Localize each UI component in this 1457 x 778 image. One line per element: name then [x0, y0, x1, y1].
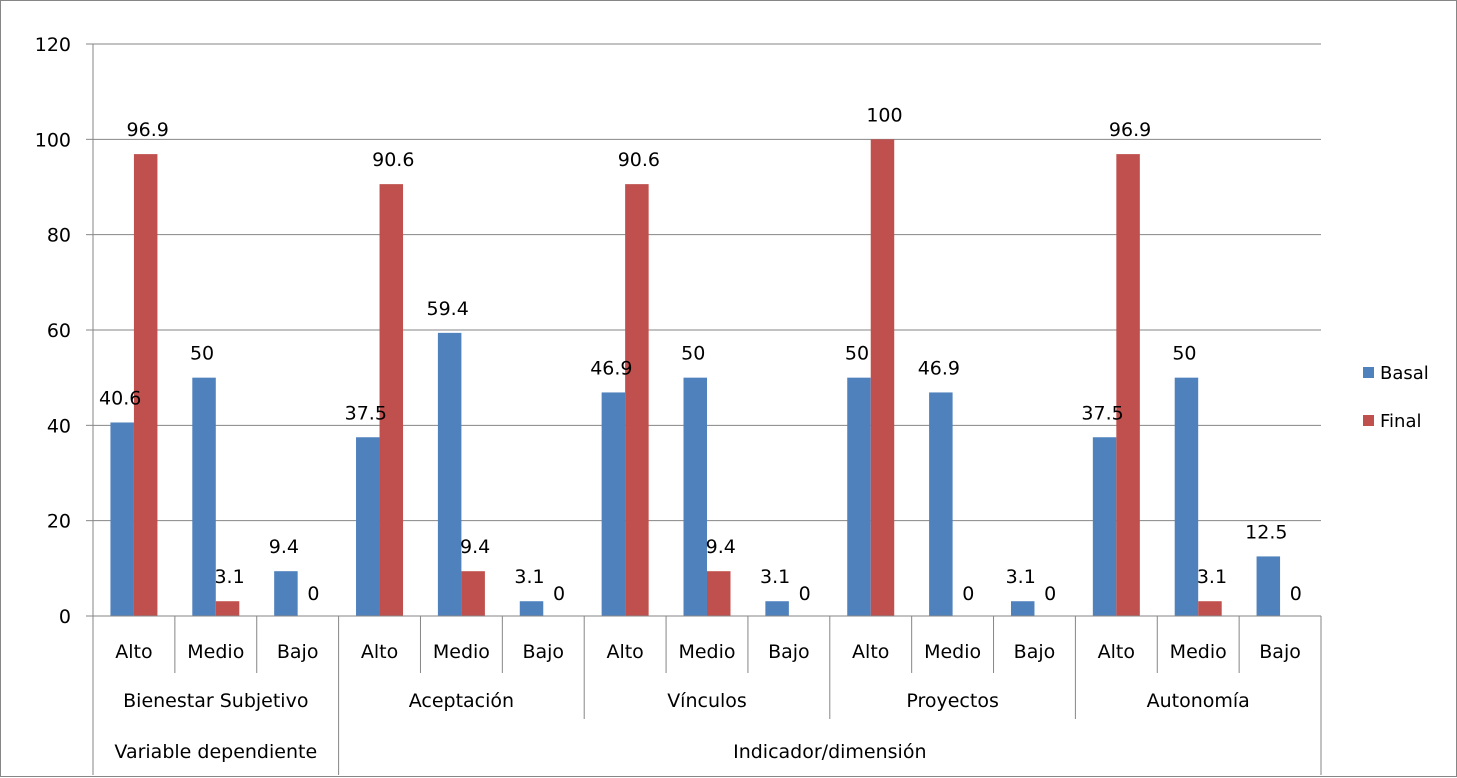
- data-label-final: 9.4: [706, 536, 736, 558]
- x-category-label: Alto: [361, 641, 398, 663]
- x-category-label: Alto: [1098, 641, 1135, 663]
- data-label-basal: 3.1: [514, 566, 544, 588]
- bar-final: [215, 601, 240, 616]
- data-label-final: 96.9: [127, 119, 169, 141]
- data-label-final: 0: [307, 583, 319, 605]
- data-label-final: 3.1: [1197, 566, 1227, 588]
- legend-swatch-final: [1363, 415, 1374, 426]
- data-label-basal: 50: [845, 343, 869, 365]
- x-category-label: Bajo: [1014, 641, 1056, 663]
- x-category-label: Medio: [924, 641, 981, 663]
- bar-basal: [110, 422, 134, 616]
- bar-final: [1198, 601, 1222, 616]
- data-labels: 40.6 96.9 50 3.1 9.4 0 37.5 90.6 59.4 9.4 3.1 0 46.9…: [99, 104, 1302, 605]
- x-category-label: Bajo: [768, 641, 810, 663]
- bar-basal: [683, 377, 707, 616]
- data-label-basal: 50: [1172, 343, 1196, 365]
- x-group-label: Bienestar Subjetivo: [123, 690, 308, 712]
- data-label-basal: 46.9: [590, 357, 632, 379]
- legend: Basal Final: [1363, 363, 1429, 432]
- data-label-final: 0: [553, 583, 565, 605]
- data-label-final: 0: [1290, 583, 1302, 605]
- y-tick-label: 20: [47, 511, 71, 533]
- bar-basal: [847, 377, 871, 616]
- bar-final: [1116, 154, 1140, 617]
- legend-swatch-basal: [1363, 367, 1374, 378]
- data-label-basal: 37.5: [1081, 402, 1123, 424]
- bar-basal: [765, 601, 789, 616]
- data-label-basal: 12.5: [1245, 521, 1287, 543]
- data-label-final: 0: [799, 583, 811, 605]
- x-category-label: Medio: [1170, 641, 1227, 663]
- bar-basal: [356, 437, 380, 616]
- bar-final: [133, 154, 158, 617]
- y-tick-label: 0: [59, 606, 71, 628]
- x-category-label: Alto: [606, 641, 643, 663]
- bar-basal: [929, 392, 953, 616]
- y-tick-label: 60: [47, 320, 71, 342]
- bar-basal: [192, 377, 216, 616]
- data-label-basal: 59.4: [426, 298, 468, 320]
- bars: [110, 139, 1281, 617]
- x-category-label: Bajo: [277, 641, 319, 663]
- bar-final: [461, 571, 485, 616]
- x-group-label: Vínculos: [667, 690, 747, 712]
- data-label-final: 96.9: [1109, 119, 1151, 141]
- data-label-final: 100: [866, 104, 902, 126]
- data-label-basal: 9.4: [269, 536, 299, 558]
- bar-basal: [1010, 601, 1035, 616]
- data-label-basal: 37.5: [345, 402, 387, 424]
- y-tick-label: 40: [47, 415, 71, 437]
- x-top-group-label: Indicador/dimensión: [733, 741, 926, 763]
- x-category-label: Bajo: [1259, 641, 1301, 663]
- data-label-basal: 50: [681, 343, 705, 365]
- x-axis: Alto Medio Bajo Alto Medio Bajo Alto Medio Bajo A…: [92, 615, 1322, 775]
- data-label-final: 90.6: [372, 149, 414, 171]
- y-tick-label: 80: [47, 225, 71, 247]
- x-group-label: Aceptación: [409, 690, 514, 712]
- x-category-label: Medio: [433, 641, 490, 663]
- data-label-basal: 3.1: [1006, 566, 1036, 588]
- data-label-final: 0: [1044, 583, 1056, 605]
- bar-final: [870, 139, 895, 617]
- bar-final: [625, 184, 649, 616]
- bar-basal: [437, 332, 462, 616]
- y-tick-label: 100: [35, 129, 71, 151]
- x-category-label: Alto: [115, 641, 152, 663]
- x-category-label: Medio: [187, 641, 244, 663]
- legend-label-basal: Basal: [1380, 363, 1429, 384]
- data-label-final: 0: [962, 583, 974, 605]
- data-label-final: 90.6: [618, 149, 660, 171]
- bar-basal: [601, 392, 626, 616]
- data-label-basal: 50: [190, 343, 214, 365]
- x-category-label: Bajo: [522, 641, 564, 663]
- y-tick-label: 120: [35, 34, 71, 56]
- bar-final: [707, 571, 731, 616]
- bar-basal: [1256, 556, 1281, 616]
- legend-label-final: Final: [1380, 411, 1421, 432]
- data-label-final: 9.4: [460, 536, 490, 558]
- x-category-label: Medio: [678, 641, 735, 663]
- bar-final: [379, 184, 404, 616]
- x-top-group-label: Variable dependiente: [114, 741, 317, 763]
- data-label-basal: 3.1: [760, 566, 790, 588]
- x-category-label: Alto: [852, 641, 889, 663]
- x-group-label: Proyectos: [906, 690, 999, 712]
- bar-basal: [519, 601, 544, 616]
- bar-basal: [1092, 437, 1117, 616]
- y-axis: 0 20 40 60 80 100 120: [35, 34, 94, 628]
- data-label-basal: 40.6: [99, 387, 141, 409]
- bar-basal: [1174, 377, 1199, 616]
- bar-basal: [274, 571, 298, 616]
- x-group-label: Autonomía: [1147, 690, 1250, 712]
- data-label-final: 3.1: [214, 566, 244, 588]
- data-label-basal: 46.9: [918, 357, 960, 379]
